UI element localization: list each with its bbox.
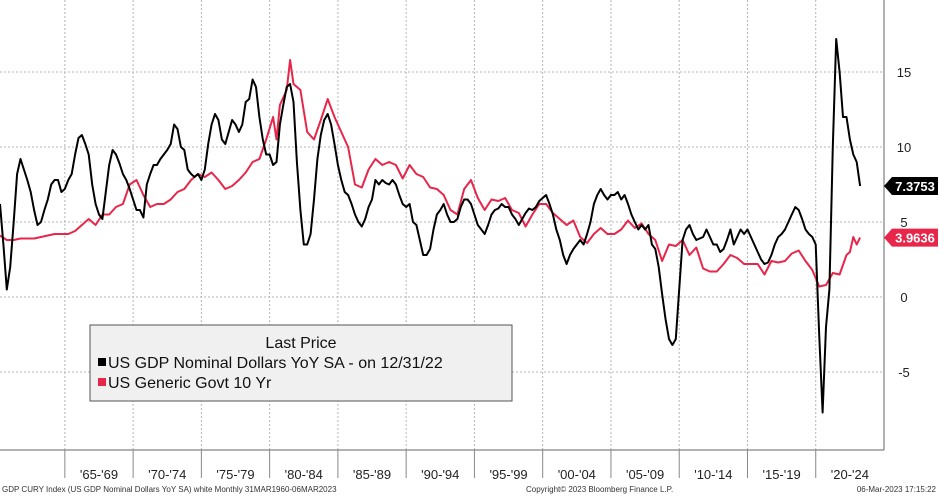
- last-value-tag-gdp: 7.3753: [884, 177, 938, 195]
- x-tick-label: '00-'04: [558, 467, 596, 482]
- x-tick-label: '80-'84: [285, 467, 323, 482]
- y-tick-label: 10: [897, 140, 911, 155]
- y-tick-label: 5: [900, 215, 907, 230]
- tag-shape: [884, 177, 938, 195]
- legend: Last Price US GDP Nominal Dollars YoY SA…: [89, 324, 513, 402]
- grid-vertical: [64, 0, 817, 450]
- x-tick-label: '65-'69: [80, 467, 118, 482]
- x-tick-label: '10-'14: [694, 467, 732, 482]
- tag-value: 3.9636: [895, 231, 935, 246]
- y-axis: -5 0 5 10 15: [897, 65, 911, 380]
- series-layer: [0, 38, 862, 414]
- legend-entry-gdp: US GDP Nominal Dollars YoY SA - on 12/31…: [108, 355, 443, 372]
- y-tick-label: 15: [897, 65, 911, 80]
- legend-box: [89, 324, 513, 402]
- tag-shape: [884, 228, 938, 247]
- legend-entry-10yr: US Generic Govt 10 Yr: [108, 375, 272, 392]
- last-value-tag-10yr: 3.9636: [884, 228, 938, 247]
- legend-title: Last Price: [265, 335, 336, 352]
- series-line-gdp: [0, 38, 862, 414]
- footer-timestamp: 06-Mar-2023 17:15:22: [857, 485, 937, 494]
- x-tick-label: '70-'74: [148, 467, 186, 482]
- footer-copyright: Copyright© 2023 Bloomberg Finance L.P.: [526, 485, 673, 494]
- legend-swatch-10yr: [98, 378, 106, 386]
- legend-swatch-gdp: [98, 358, 106, 366]
- x-axis: '65-'69 '70-'74 '75-'79 '80-'84 '85-'89 '90-'…: [0, 0, 885, 482]
- x-tick-label: '75-'79: [216, 467, 254, 482]
- x-tick-label: '90-'94: [421, 467, 459, 482]
- series-line-10yr: [0, 59, 861, 288]
- tag-value: 7.3753: [895, 179, 935, 194]
- x-tick-label: '05-'09: [626, 467, 664, 482]
- x-tick-label: '95-'99: [489, 467, 527, 482]
- y-tick-label: 0: [900, 290, 907, 305]
- last-value-tags: 7.3753 3.9636: [884, 177, 938, 247]
- y-tick-label: -5: [898, 365, 910, 380]
- x-tick-label: '15-'19: [762, 467, 800, 482]
- x-tick-label: '20-'24: [831, 467, 869, 482]
- footer-source: GDP CURY Index (US GDP Nominal Dollars Y…: [2, 485, 337, 494]
- x-tick-label: '85-'89: [353, 467, 391, 482]
